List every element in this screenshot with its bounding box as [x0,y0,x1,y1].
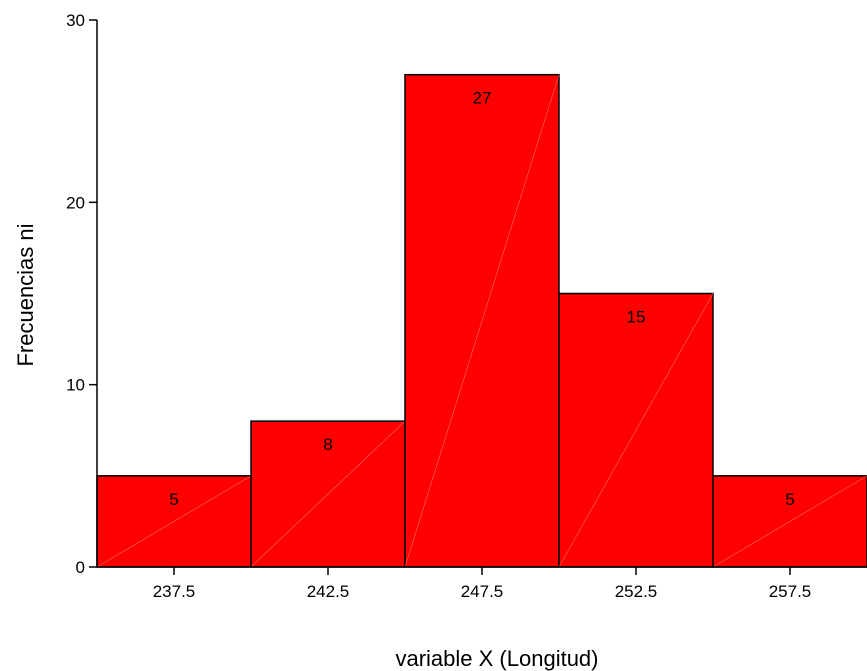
bar-data-label: 5 [785,490,794,509]
x-tick-label: 242.5 [307,582,350,601]
x-tick-label: 252.5 [615,582,658,601]
y-tick-label: 30 [66,11,85,30]
y-axis: 0 10 20 30 [66,11,98,577]
bars-group [96,73,867,568]
data-labels-group: 5 8 27 15 5 [169,89,794,509]
bar-diagonal-artifact [558,293,714,568]
y-tick-label: 0 [76,558,85,577]
x-axis-title: variable X (Longitud) [395,646,598,671]
bar-data-label: 27 [473,89,492,108]
bar-diagonal-artifact [712,475,867,568]
bar-diagonal-artifact [250,420,406,568]
bar-data-label: 8 [323,435,332,454]
bar-data-label: 15 [627,308,646,327]
y-axis-title: Frecuencias ni [13,223,38,366]
y-tick-label: 20 [66,193,85,212]
bar-data-label: 5 [169,490,178,509]
x-tick-label: 257.5 [769,582,812,601]
x-tick-label: 247.5 [461,582,504,601]
bar-diagonal-artifact [96,475,252,568]
y-tick-label: 10 [66,376,85,395]
x-tick-label: 237.5 [153,582,196,601]
x-axis: 237.5 242.5 247.5 252.5 257.5 [97,566,867,601]
bar-diagonal-artifact [404,74,560,568]
